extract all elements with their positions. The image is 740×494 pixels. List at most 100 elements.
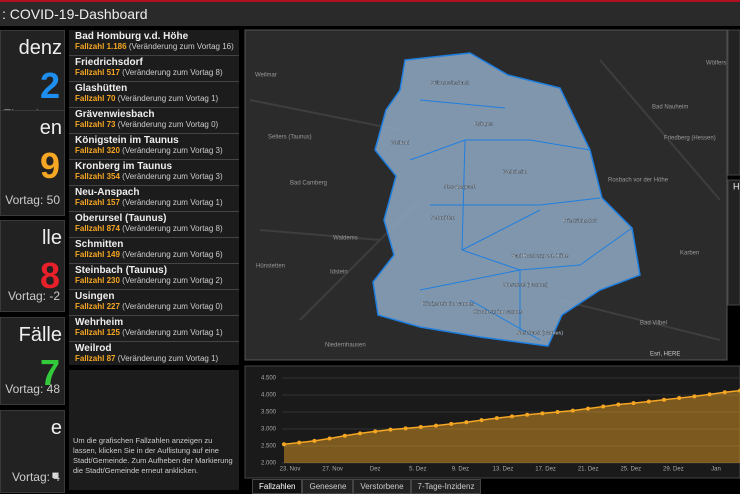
city-cases: Fallzahl 70 (75, 94, 116, 103)
x-tick-label: 13. Dez (493, 467, 514, 473)
point (570, 408, 575, 413)
region-label: Usingen (474, 121, 494, 127)
region-label: Steinbach (Taunus) (517, 330, 563, 336)
header-title: : COVID-19-Dashboard (0, 0, 740, 26)
kpi-label: en (39, 117, 62, 139)
city-name: Steinbach (Taunus) (75, 265, 168, 276)
point (358, 431, 362, 436)
city-cases-row: Fallzahl 354 (Veränderung zum Vortag 3) (75, 172, 233, 181)
kpi-label: e (50, 417, 62, 439)
place-label: Weilmar (255, 73, 277, 79)
city-cases-row: Fallzahl 125 (Veränderung zum Vortag 1) (75, 328, 233, 337)
region-label: Neu-Anspach (444, 184, 476, 190)
y-tick-label: 3.000 (261, 427, 277, 433)
city-name: Oberursel (Taunus) (75, 213, 167, 224)
point (373, 429, 378, 434)
city-cases: Fallzahl 517 (75, 68, 120, 77)
city-cases-row: Fallzahl 320 (Veränderung zum Vortag 3) (75, 146, 233, 155)
point (631, 401, 636, 406)
point (555, 410, 560, 414)
x-tick-label: 23. Nov (280, 467, 301, 473)
region-label: Wehrheim (503, 169, 528, 175)
city-item[interactable]: Weilrod Fallzahl 87 (Veränderung zum Vort… (69, 342, 239, 365)
point (449, 421, 454, 426)
city-item[interactable]: Friedrichsdorf Fallzahl 517 (Veränderung … (69, 56, 239, 82)
side-panel (727, 29, 740, 176)
point (464, 420, 469, 425)
point (662, 397, 666, 402)
city-item[interactable]: Steinbach (Taunus) Fallzahl 230 (Veränder… (69, 264, 239, 290)
city-cases-row: Fallzahl 874 (Veränderung zum Vortag 8) (75, 224, 233, 233)
region-label: Oberursel (Taunus) (502, 282, 548, 288)
place-label: Bad Nauheim (652, 105, 688, 111)
place-label: Bad Vilbel (640, 321, 667, 327)
kpi-card: en 9 Vortag: 50 (0, 110, 65, 216)
kpi-card: lle 8 Vortag: -2 (0, 220, 65, 312)
side-heading: H (733, 181, 740, 191)
point (677, 396, 682, 401)
city-delta: (Veränderung zum Vortag 16) (128, 42, 234, 51)
city-cases: Fallzahl 157 (75, 198, 120, 207)
point (479, 418, 484, 423)
city-cases-row: Fallzahl 70 (Veränderung zum Vortag 1) (75, 94, 233, 103)
kpi-label: lle (41, 227, 62, 249)
city-item[interactable]: Grävenwiesbach Fallzahl 73 (Veränderung z… (69, 108, 239, 134)
city-list: Bad Homburg v.d. Höhe Fallzahl 1.186 (Ver… (69, 30, 239, 365)
borders (409, 99, 633, 341)
city-item[interactable]: Oberursel (Taunus) Fallzahl 874 (Veränder… (69, 212, 239, 238)
city-name: Usingen (75, 291, 115, 302)
map-tools[interactable] (691, 36, 721, 48)
city-cases: Fallzahl 354 (75, 172, 120, 181)
y-tick-label: 4.500 (261, 376, 277, 382)
city-cases-row: Fallzahl 157 (Veränderung zum Vortag 1) (75, 198, 233, 207)
side-panel (727, 179, 740, 306)
city-item[interactable]: Kronberg im Taunus Fallzahl 354 (Veränder… (69, 160, 239, 186)
tab[interactable]: Genesene (302, 479, 354, 494)
y-tick-label: 3.500 (261, 410, 277, 416)
x-tick-label: 17. Dez (535, 467, 556, 473)
point (434, 423, 438, 428)
point (540, 411, 545, 416)
x-tick-label: 21. Dez (578, 467, 599, 473)
point (586, 406, 590, 411)
point (297, 440, 302, 445)
city-item[interactable]: Königstein im Taunus Fallzahl 320 (Veränd… (69, 134, 239, 160)
y-tick-label: 2.000 (261, 461, 277, 467)
tab[interactable]: Fallzahlen (252, 479, 303, 494)
place-label: Rosbach vor der Höhe (608, 178, 669, 184)
kpi-value: 8 (39, 255, 60, 296)
kpi-sub: Vortag: -2 (7, 289, 60, 303)
kpi-sub: Vortag: 4 (11, 470, 60, 484)
info-text: Um die grafischen Fallzahlen anzeigen zu… (69, 370, 239, 490)
city-item[interactable]: Schmitten Fallzahl 149 (Veränderung zum V… (69, 238, 239, 264)
city-cases-row: Fallzahl 149 (Veränderung zum Vortag 6) (75, 250, 233, 259)
region-label: Kronberg im Taunus (474, 309, 523, 315)
place-label: Bad Camberg (290, 181, 327, 187)
city-item[interactable]: Glashütten Fallzahl 70 (Veränderung zum V… (69, 82, 239, 108)
city-item[interactable]: Bad Homburg v.d. Höhe Fallzahl 1.186 (Ver… (69, 30, 239, 56)
kpi-value: . (49, 445, 60, 486)
place-label: Karben (680, 251, 699, 257)
region-label: Weilrod (391, 140, 409, 146)
city-item[interactable]: Neu-Anspach Fallzahl 157 (Veränderung zum… (69, 186, 239, 212)
place-label: Wölfers (706, 61, 726, 67)
city-delta: (Veränderung zum Vortag 0) (122, 302, 223, 311)
region-label: Friedrichsdorf (563, 218, 597, 224)
city-name: Grävenwiesbach (75, 109, 155, 120)
kpi-card: Fälle 7 Vortag: 48 (0, 317, 65, 405)
kpi-label: Fälle (18, 324, 62, 346)
city-name: Weilrod (75, 343, 112, 354)
place-label: Friedberg (Hessen) (664, 136, 716, 142)
city-cases: Fallzahl 87 (75, 354, 116, 363)
point (707, 392, 712, 397)
x-tick-label: 29. Dez (663, 467, 684, 473)
y-tick-label: 2.500 (261, 444, 277, 450)
roads (249, 59, 721, 341)
chart-frame (244, 365, 740, 479)
tab[interactable]: 7-Tage-Inzidenz (410, 479, 482, 494)
city-item[interactable]: Wehrheim Fallzahl 125 (Veränderung zum Vo… (69, 316, 239, 342)
city-cases: Fallzahl 1.186 (75, 42, 127, 51)
city-item[interactable]: Usingen Fallzahl 227 (Veränderung zum Vor… (69, 290, 239, 316)
tab[interactable]: Verstorbene (353, 479, 411, 494)
